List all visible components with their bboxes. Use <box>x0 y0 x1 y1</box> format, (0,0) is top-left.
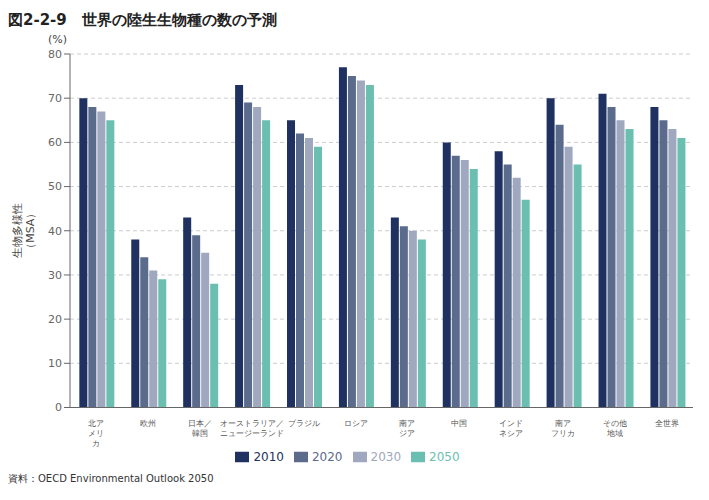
svg-text:南アジア: 南アジア <box>399 419 415 438</box>
html-text:2030: 2030 <box>370 449 401 464</box>
svg-text:80: 80 <box>48 48 62 61</box>
svg-text:10: 10 <box>48 357 62 370</box>
html-text:2050: 2050 <box>429 449 460 464</box>
svg-text:0: 0 <box>55 401 62 414</box>
html-text:資料：OECD Environmental Outlook: 資料：OECD Environmental Outlook 2050 <box>8 473 214 484</box>
svg-text:欧州: 欧州 <box>140 419 156 428</box>
svg-text:50: 50 <box>48 180 62 193</box>
svg-text:南アフリカ: 南アフリカ <box>551 419 575 438</box>
svg-text:20: 20 <box>48 313 62 326</box>
html-text:図2-2-9 世界の陸生生物種の数の予測: 図2-2-9 世界の陸生生物種の数の予測 <box>8 11 277 29</box>
svg-text:北アメリカ: 北アメリカ <box>88 419 104 448</box>
svg-text:インドネシア: インドネシア <box>499 419 523 438</box>
html-text:2010: 2010 <box>253 449 284 464</box>
svg-text:ロシア: ロシア <box>344 419 368 428</box>
svg-text:日本／韓国: 日本／韓国 <box>188 419 212 438</box>
svg-text:その他地域: その他地域 <box>603 419 627 438</box>
svg-text:オーストラリア／ニュージーランド: オーストラリア／ニュージーランド <box>220 419 284 438</box>
svg-text:60: 60 <box>48 136 62 149</box>
svg-text:生物多様性（MSA）: 生物多様性（MSA） <box>11 203 37 258</box>
svg-text:全世界: 全世界 <box>655 419 679 428</box>
svg-text:40: 40 <box>48 225 62 238</box>
svg-text:30: 30 <box>48 269 62 282</box>
svg-text:ブラジル: ブラジル <box>288 419 320 428</box>
svg-text:中国: 中国 <box>451 419 467 428</box>
svg-text:70: 70 <box>48 92 62 105</box>
html-text:2020: 2020 <box>312 449 343 464</box>
